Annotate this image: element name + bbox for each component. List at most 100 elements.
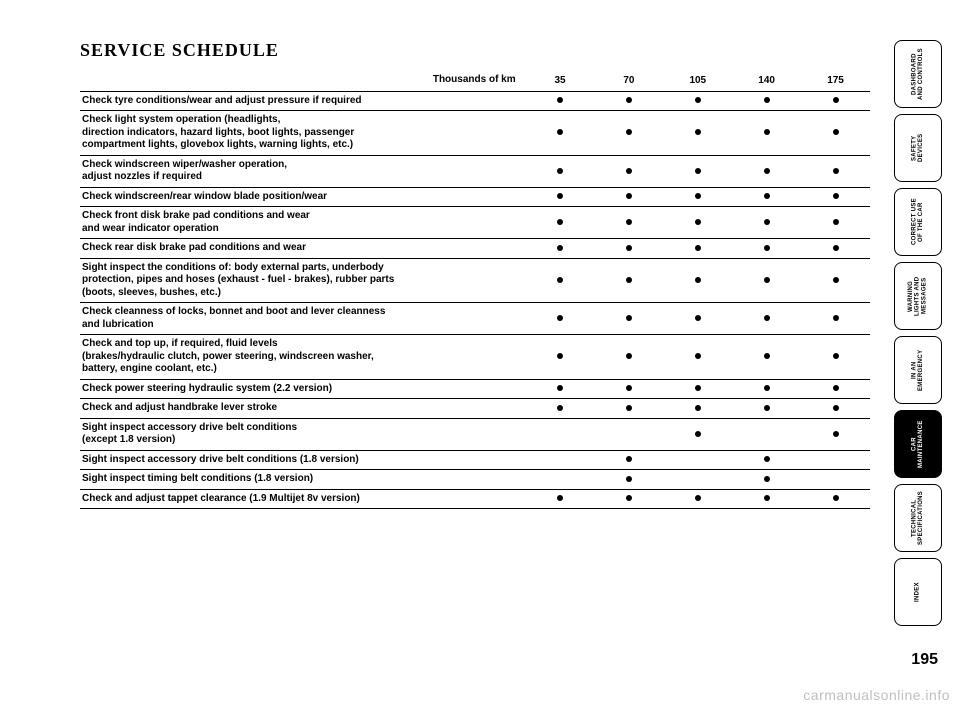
side-tab[interactable]: WARNINGLIGHTS ANDMESSAGES <box>894 262 942 330</box>
row-mark <box>663 335 732 380</box>
dot-icon <box>833 129 839 135</box>
dot-icon <box>833 193 839 199</box>
table-row: Sight inspect timing belt conditions (1.… <box>80 470 870 490</box>
dot-icon <box>626 97 632 103</box>
side-tab[interactable]: CARMAINTENANCE <box>894 410 942 478</box>
watermark: carmanualsonline.info <box>803 687 950 703</box>
row-mark <box>732 418 801 450</box>
row-mark <box>595 187 664 207</box>
dot-icon <box>695 97 701 103</box>
row-mark <box>801 155 870 187</box>
dot-icon <box>764 129 770 135</box>
row-mark <box>732 187 801 207</box>
row-mark <box>526 155 595 187</box>
side-tab[interactable]: INDEX <box>894 558 942 626</box>
row-label: Check windscreen/rear window blade posit… <box>80 187 526 207</box>
row-mark <box>595 489 664 509</box>
dot-icon <box>557 315 563 321</box>
dot-icon <box>764 97 770 103</box>
dot-icon <box>626 476 632 482</box>
dot-icon <box>626 405 632 411</box>
dot-icon <box>626 193 632 199</box>
row-label: Sight inspect timing belt conditions (1.… <box>80 470 526 490</box>
row-mark <box>526 207 595 239</box>
side-tab[interactable]: CORRECT USEOF THE CAR <box>894 188 942 256</box>
dot-icon <box>557 219 563 225</box>
row-mark <box>663 111 732 156</box>
side-tab[interactable]: TECHNICALSPECIFICATIONS <box>894 484 942 552</box>
dot-icon <box>557 193 563 199</box>
dot-icon <box>764 495 770 501</box>
service-schedule-table: Thousands of km 35 70 105 140 175 Check … <box>80 71 870 509</box>
dot-icon <box>764 456 770 462</box>
row-mark <box>526 111 595 156</box>
row-mark <box>732 207 801 239</box>
row-mark <box>595 379 664 399</box>
dot-icon <box>695 219 701 225</box>
row-mark <box>801 207 870 239</box>
row-mark <box>663 187 732 207</box>
col-4: 175 <box>801 71 870 91</box>
side-tab[interactable]: IN ANEMERGENCY <box>894 336 942 404</box>
table-row: Check front disk brake pad conditions an… <box>80 207 870 239</box>
dot-icon <box>833 245 839 251</box>
dot-icon <box>557 277 563 283</box>
dot-icon <box>695 405 701 411</box>
row-mark <box>595 91 664 111</box>
row-label: Check front disk brake pad conditions an… <box>80 207 526 239</box>
row-mark <box>663 258 732 303</box>
row-mark <box>801 111 870 156</box>
header-label: Thousands of km <box>80 71 526 91</box>
dot-icon <box>695 277 701 283</box>
row-mark <box>595 111 664 156</box>
side-tab[interactable]: SAFETYDEVICES <box>894 114 942 182</box>
row-mark <box>801 258 870 303</box>
row-mark <box>526 489 595 509</box>
row-mark <box>526 239 595 259</box>
dot-icon <box>833 97 839 103</box>
row-mark <box>595 207 664 239</box>
page-number: 195 <box>911 651 938 669</box>
row-mark <box>526 418 595 450</box>
dot-icon <box>833 277 839 283</box>
row-mark <box>663 418 732 450</box>
dot-icon <box>695 495 701 501</box>
row-mark <box>732 399 801 419</box>
dot-icon <box>557 168 563 174</box>
dot-icon <box>626 353 632 359</box>
dot-icon <box>695 385 701 391</box>
row-mark <box>801 399 870 419</box>
row-mark <box>663 207 732 239</box>
row-label: Sight inspect accessory drive belt condi… <box>80 450 526 470</box>
dot-icon <box>557 129 563 135</box>
row-mark <box>663 379 732 399</box>
row-label: Check power steering hydraulic system (2… <box>80 379 526 399</box>
row-mark <box>595 399 664 419</box>
row-mark <box>526 450 595 470</box>
table-row: Check windscreen wiper/washer operation,… <box>80 155 870 187</box>
row-mark <box>526 399 595 419</box>
row-mark <box>663 450 732 470</box>
row-mark <box>595 335 664 380</box>
dot-icon <box>626 495 632 501</box>
dot-icon <box>764 385 770 391</box>
dot-icon <box>833 219 839 225</box>
table-row: Check windscreen/rear window blade posit… <box>80 187 870 207</box>
row-label: Check and adjust tappet clearance (1.9 M… <box>80 489 526 509</box>
col-3: 140 <box>732 71 801 91</box>
dot-icon <box>833 353 839 359</box>
row-mark <box>732 303 801 335</box>
row-mark <box>801 335 870 380</box>
row-label: Check and adjust handbrake lever stroke <box>80 399 526 419</box>
row-label: Check cleanness of locks, bonnet and boo… <box>80 303 526 335</box>
dot-icon <box>557 385 563 391</box>
row-mark <box>595 470 664 490</box>
table-row: Check tyre conditions/wear and adjust pr… <box>80 91 870 111</box>
side-tab[interactable]: DASHBOARDAND CONTROLS <box>894 40 942 108</box>
row-mark <box>732 155 801 187</box>
row-mark <box>595 239 664 259</box>
table-row: Check cleanness of locks, bonnet and boo… <box>80 303 870 335</box>
page-title: SERVICE SCHEDULE <box>80 40 870 61</box>
dot-icon <box>557 97 563 103</box>
row-mark <box>732 379 801 399</box>
